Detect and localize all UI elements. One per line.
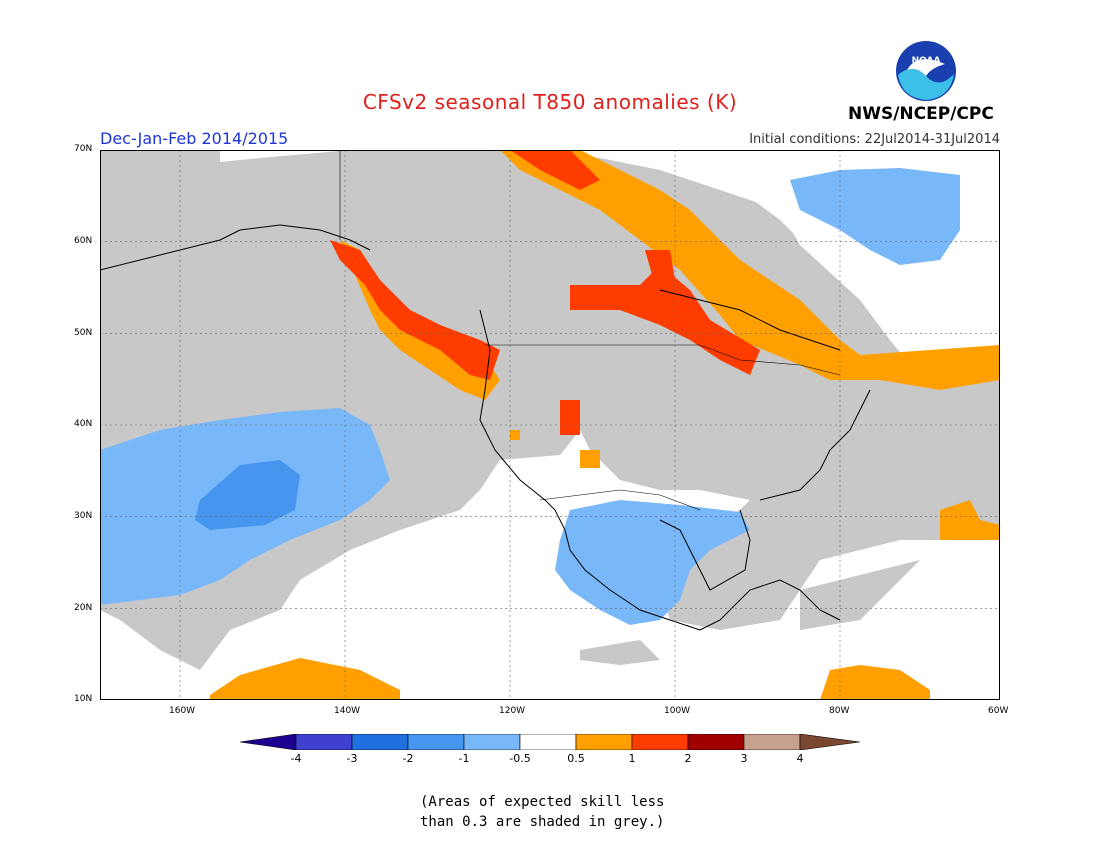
colorbar-label: -4 [290,752,302,765]
colorbar-label: -0.5 [509,752,531,765]
noaa-logo-icon: NOAA [896,41,956,101]
gridlines [100,150,1000,700]
lon-label-160w: 160W [169,706,196,716]
anomaly-map [100,150,1000,700]
logo-text: NOAA [912,56,941,66]
lon-label-140w: 140W [334,706,361,716]
colorbar-swatch [519,734,577,750]
colorbar-label: -2 [402,752,414,765]
agency-label: NWS/NCEP/CPC [848,104,994,124]
colorbar-swatch [743,734,801,750]
lon-label-120w: 120W [499,706,526,716]
initial-conditions-label: Initial conditions: 22Jul2014-31Jul2014 [749,132,1000,147]
coastlines [100,224,871,631]
colorbar-swatch [351,734,409,750]
colorbar-label: -1 [458,752,470,765]
borders [339,150,841,511]
colorbar-swatch [295,734,353,750]
colorbar-label: 2 [684,752,692,765]
lat-label-40n: 40N [74,419,93,429]
colorbar-swatch [407,734,465,750]
lat-label-50n: 50N [74,328,93,338]
red-areas [330,150,760,435]
lon-label-100w: 100W [664,706,691,716]
lon-label-80w: 80W [829,706,850,716]
lat-label-60n: 60N [74,236,93,246]
lon-label-60w: 60W [988,706,1009,716]
colorbar-label: 1 [628,752,636,765]
colorbar-label: 4 [796,752,804,765]
colorbar [240,734,860,750]
colorbar-label: 0.5 [567,752,585,765]
colorbar-arrow-min [240,734,297,750]
chart-title: CFSv2 seasonal T850 anomalies (K) [362,90,738,114]
skill-note: (Areas of expected skill less than 0.3 a… [420,794,665,830]
colorbar-arrow-max [799,734,860,750]
map-frame [100,150,1000,700]
colorbar-swatch [575,734,633,750]
season-label: Dec-Jan-Feb 2014/2015 [100,129,289,148]
lat-label-70n: 70N [74,144,93,154]
colorbar-swatch [687,734,745,750]
colorbar-label: 3 [740,752,748,765]
mid-blue-area [195,460,300,530]
colorbar-swatch [463,734,521,750]
colorbar-swatch [631,734,689,750]
colorbar-label: -3 [346,752,358,765]
lat-label-20n: 20N [74,603,93,613]
lat-label-10n: 10N [74,694,93,704]
lat-label-30n: 30N [74,511,93,521]
